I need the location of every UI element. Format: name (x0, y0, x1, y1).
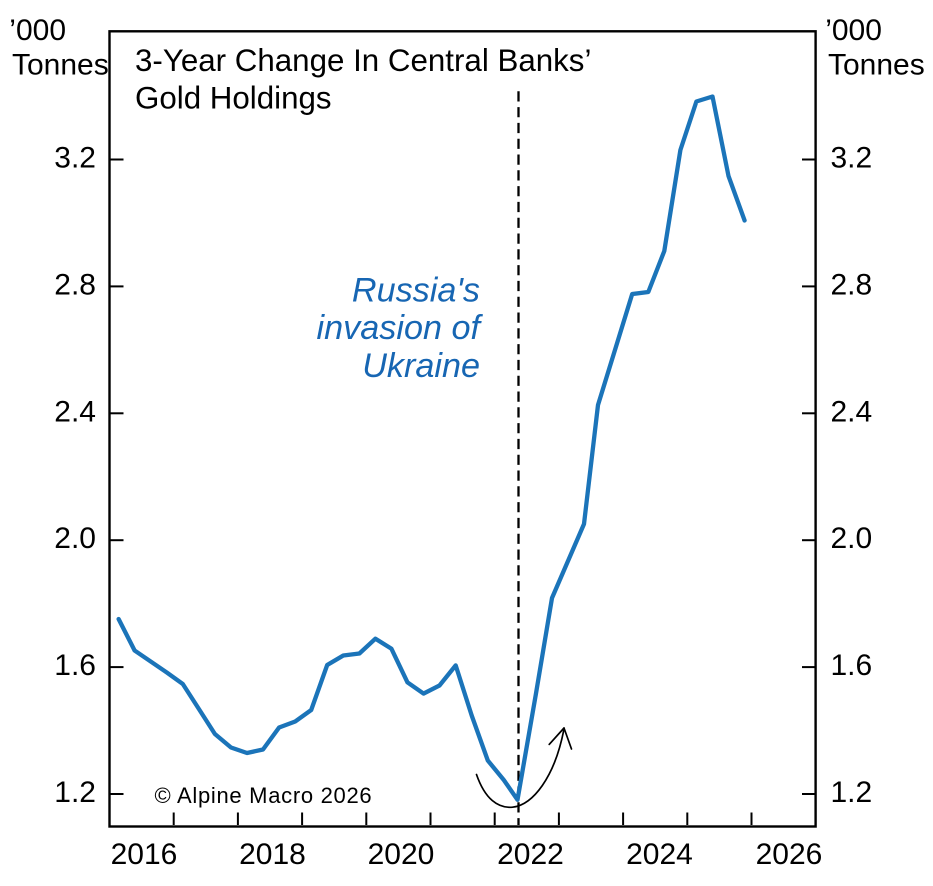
svg-text:2026: 2026 (756, 838, 823, 871)
svg-text:1.6: 1.6 (831, 649, 873, 682)
svg-text:2.4: 2.4 (54, 395, 96, 428)
svg-text:3-Year Change In Central Banks: 3-Year Change In Central Banks’ (135, 43, 591, 78)
svg-text:1.2: 1.2 (54, 776, 96, 809)
svg-text:2.8: 2.8 (54, 268, 96, 301)
svg-text:Tonnes: Tonnes (828, 48, 925, 81)
svg-text:2.4: 2.4 (831, 395, 873, 428)
svg-text:1.6: 1.6 (54, 649, 96, 682)
svg-text:2.0: 2.0 (831, 522, 873, 555)
svg-text:’000: ’000 (9, 14, 66, 47)
svg-text:’000: ’000 (825, 14, 882, 47)
svg-text:2020: 2020 (368, 838, 435, 871)
svg-text:1.2: 1.2 (831, 776, 873, 809)
svg-text:Tonnes: Tonnes (12, 48, 109, 81)
svg-text:Ukraine: Ukraine (362, 347, 480, 385)
svg-text:© Alpine Macro 2026: © Alpine Macro 2026 (155, 783, 373, 808)
svg-text:Gold Holdings: Gold Holdings (135, 81, 332, 116)
svg-text:Russia's: Russia's (352, 271, 480, 309)
svg-text:2.0: 2.0 (54, 522, 96, 555)
svg-text:2016: 2016 (111, 838, 178, 871)
svg-text:2022: 2022 (497, 838, 564, 871)
svg-text:3.2: 3.2 (54, 142, 96, 175)
svg-text:2.8: 2.8 (831, 268, 873, 301)
svg-text:2024: 2024 (626, 838, 693, 871)
svg-text:3.2: 3.2 (831, 142, 873, 175)
svg-text:invasion of: invasion of (317, 309, 484, 347)
svg-text:2018: 2018 (239, 838, 306, 871)
